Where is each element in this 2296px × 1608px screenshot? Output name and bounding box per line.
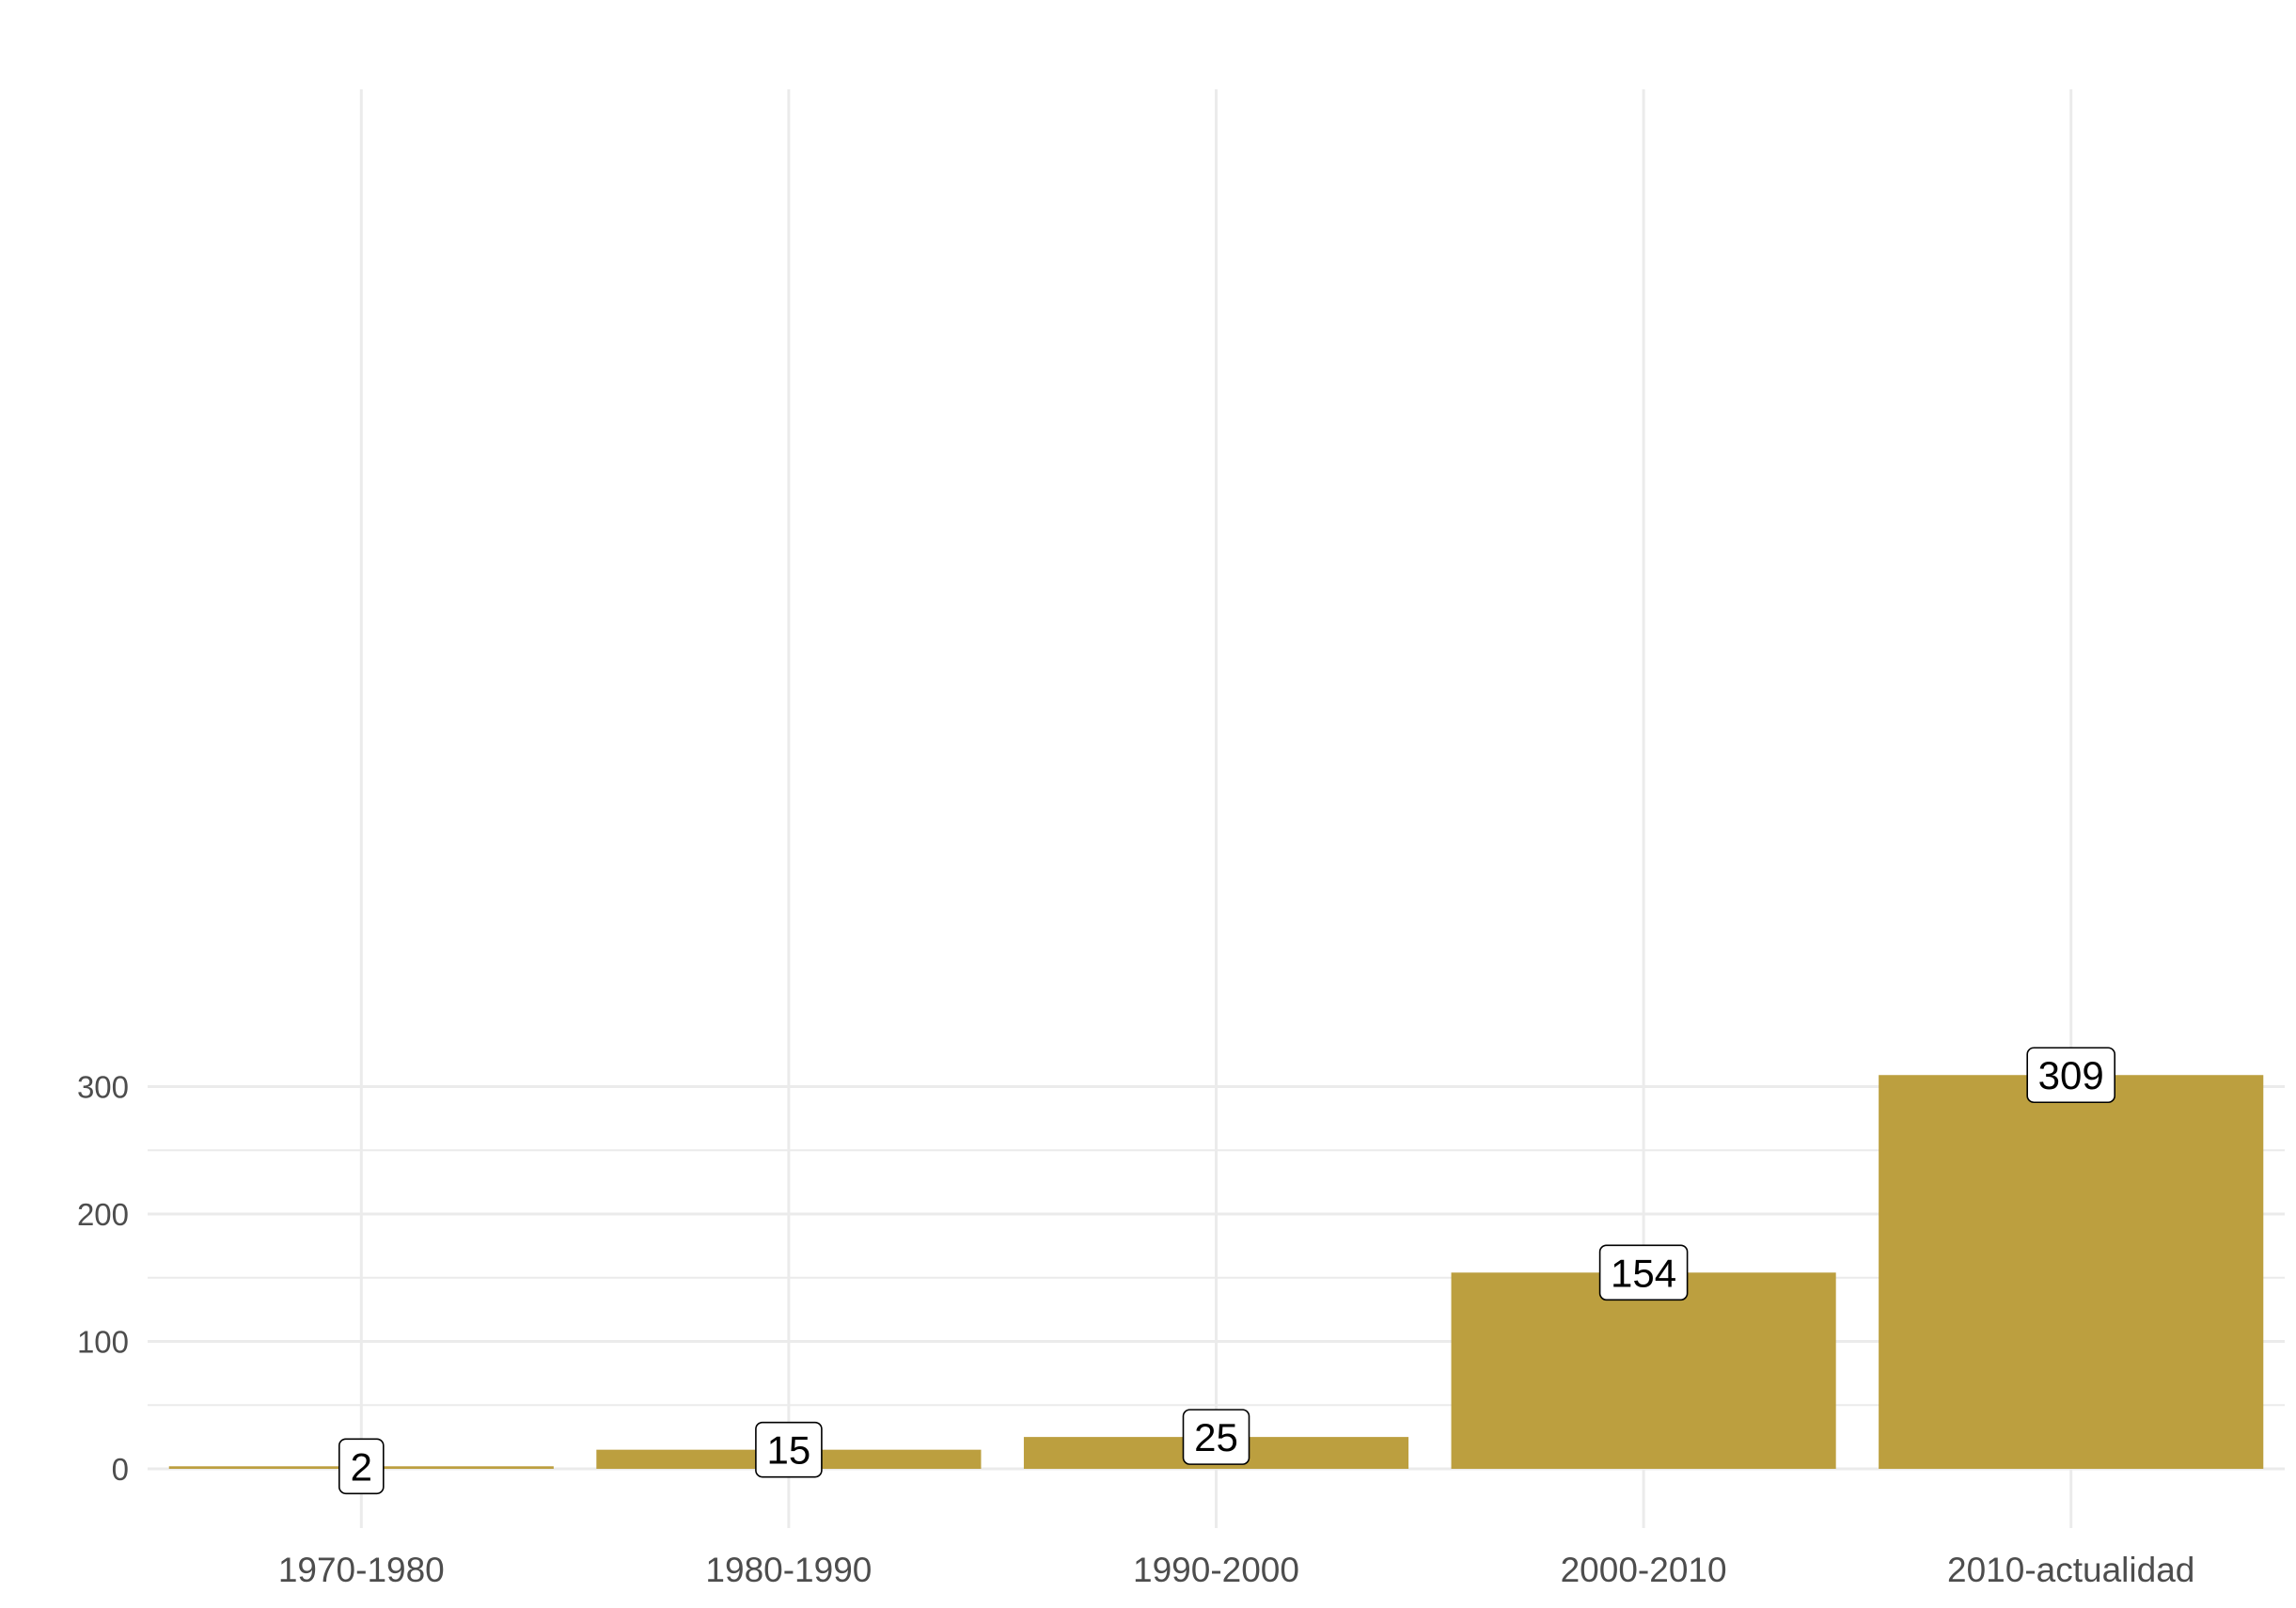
y-tick-label: 200 xyxy=(77,1197,129,1232)
data-labels: 2 15 25 154 309 xyxy=(339,1048,2115,1493)
x-axis-tick-labels: 1970-1980 1980-1990 1990-2000 2000-2010 2010… xyxy=(278,1551,2195,1589)
data-label-text: 15 xyxy=(767,1428,811,1473)
y-tick-label: 300 xyxy=(77,1069,129,1104)
x-tick-label: 1980-1990 xyxy=(705,1551,872,1589)
bar xyxy=(1879,1075,2263,1469)
y-axis-tick-labels: 0 100 200 300 xyxy=(77,1069,129,1487)
y-tick-label: 0 xyxy=(112,1452,129,1487)
data-label-text: 309 xyxy=(2038,1053,2104,1097)
data-label-text: 25 xyxy=(1194,1415,1238,1459)
y-tick-label: 100 xyxy=(77,1324,129,1359)
data-label: 2 xyxy=(339,1439,384,1493)
x-tick-label: 2010-actualidad xyxy=(1947,1551,2194,1589)
data-label: 154 xyxy=(1600,1245,1688,1300)
bar xyxy=(1452,1272,1836,1469)
data-label: 15 xyxy=(756,1423,822,1477)
x-tick-label: 1990-2000 xyxy=(1133,1551,1299,1589)
x-tick-label: 1970-1980 xyxy=(278,1551,445,1589)
data-label-text: 154 xyxy=(1611,1251,1676,1295)
data-label-text: 2 xyxy=(351,1444,372,1489)
data-label: 25 xyxy=(1184,1410,1250,1464)
data-label: 309 xyxy=(2027,1048,2115,1102)
x-tick-label: 2000-2010 xyxy=(1561,1551,1727,1589)
